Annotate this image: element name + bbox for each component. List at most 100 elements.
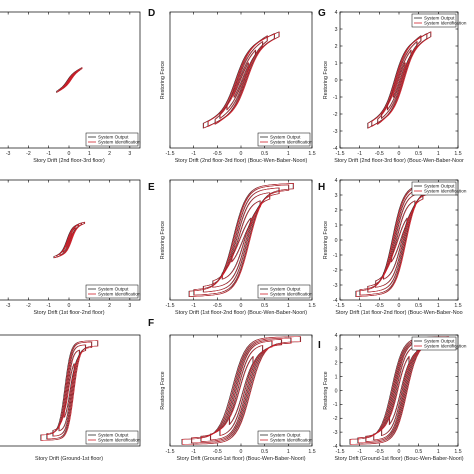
hysteresis-loop (201, 339, 283, 442)
x-tick-label: 0 (240, 151, 243, 157)
hysteresis-loop (56, 67, 83, 93)
x-axis-label: Story Drift (2nd floor-3rd floor) (Bouc-… (175, 158, 308, 164)
x-axis-label: Story Drift (1st floor-2nd floor) (Bouc-… (175, 310, 307, 316)
y-tick-label: 3 (335, 27, 338, 33)
series-system-identification (203, 31, 280, 129)
series-system-identification (367, 31, 432, 129)
hysteresis-loop (228, 355, 254, 426)
hysteresis-loop (356, 183, 444, 297)
y-tick-label: -3 (333, 283, 338, 289)
x-axis-label: Story Drift (1st floor-2nd floor) (Bouc-… (335, 310, 462, 316)
x-axis-label: Story Drift (2nd floor-3rd floor) (Bouc-… (334, 158, 464, 164)
hysteresis-loop (191, 337, 291, 444)
x-tick-label: 0 (398, 303, 401, 309)
hysteresis-loop (371, 33, 428, 127)
hysteresis-loop (202, 187, 280, 293)
axes-frame (339, 334, 459, 447)
panel-letter: E (148, 182, 155, 193)
y-tick-label: 1 (335, 61, 338, 67)
hysteresis-loop (182, 336, 302, 445)
y-tick-label: -4 (333, 146, 338, 152)
y-tick-label: -1 (333, 253, 338, 259)
y-axis-label: Restoring Force (160, 221, 166, 259)
hysteresis-loop (203, 187, 280, 293)
hysteresis-loop (358, 337, 442, 444)
y-tick-label: -4 (333, 298, 338, 304)
y-tick-label: 2 (335, 208, 338, 214)
x-axis-label: Story Drift (2nd floor-3rd floor) (33, 158, 105, 164)
x-tick-label: -1 (191, 151, 196, 157)
x-tick-label: 0.5 (261, 449, 268, 455)
panel-a: -3 -2 -1 0 1 2 3 Story Drift (2nd floor-3rd flo… (0, 11, 141, 164)
x-tick-label: -0.5 (375, 151, 384, 157)
legend-box (411, 336, 457, 351)
hysteresis-loop (355, 183, 443, 297)
y-tick-label: 4 (335, 10, 338, 16)
y-axis-label: Restoring Force (160, 61, 166, 99)
hysteresis-loop (188, 183, 294, 297)
hysteresis-loop (59, 349, 81, 432)
hysteresis-loop (365, 339, 434, 442)
axes-frame (0, 334, 141, 447)
legend-box (411, 13, 457, 28)
x-tick-label: -2 (26, 303, 31, 309)
y-axis-label: Restoring Force (323, 371, 329, 409)
x-tick-label: 0.5 (415, 303, 422, 309)
hysteresis-loop (193, 184, 289, 296)
x-tick-label: -1 (46, 303, 51, 309)
y-tick-label: 4 (335, 178, 338, 184)
x-tick-label: 2 (108, 303, 111, 309)
x-tick-label: -0.5 (213, 151, 222, 157)
y-tick-label: 2 (335, 44, 338, 50)
series-system-output (349, 336, 449, 445)
y-tick-label: 3 (335, 347, 338, 353)
x-tick-label: 3 (128, 151, 131, 157)
legend-label: System Output (98, 135, 129, 140)
hysteresis-loop (40, 340, 99, 441)
legend-label: System Output (424, 16, 455, 21)
hysteresis-loop (349, 336, 449, 445)
panel-letter: D (148, 8, 155, 19)
legend-label: System Identification (98, 438, 141, 443)
series-system-identification (54, 221, 86, 259)
x-tick-label: 0 (68, 151, 71, 157)
x-axis-label: Story Drift (Ground-1st floor) (Bouc-Wen… (334, 456, 463, 462)
hysteresis-loop (359, 184, 440, 296)
panel-c: Story Drift (Ground-1st floor) System Out… (0, 334, 141, 462)
legend-box (257, 284, 311, 299)
x-tick-label: 0 (398, 151, 401, 157)
hysteresis-loop (375, 192, 424, 288)
y-tick-label: -1 (333, 95, 338, 101)
x-tick-label: -1 (357, 449, 362, 455)
x-axis-label: Story Drift (Ground-1st floor) (Bouc-Wen… (176, 456, 305, 462)
legend-box (411, 181, 457, 196)
panel-letter: I (318, 340, 321, 351)
legend-label: System Identification (270, 292, 313, 297)
x-tick-label: 0 (398, 449, 401, 455)
legend-label: System Output (98, 287, 129, 292)
x-tick-label: -0.5 (375, 449, 384, 455)
y-tick-label: -2 (333, 112, 338, 118)
x-tick-label: 1.5 (454, 303, 461, 309)
y-tick-label: 2 (335, 361, 338, 367)
series-system-output (188, 183, 294, 297)
curves (367, 31, 432, 129)
x-tick-label: -0.5 (213, 303, 222, 309)
x-tick-label: -3 (6, 303, 11, 309)
x-tick-label: 1.5 (454, 449, 461, 455)
legend-box (85, 132, 139, 147)
hysteresis-loop (191, 337, 292, 444)
series-system-identification (40, 340, 99, 441)
legend-label: System Identification (270, 140, 313, 145)
x-tick-label: -1.5 (336, 449, 345, 455)
y-tick-label: -1 (333, 402, 338, 408)
y-axis-label: Restoring Force (323, 221, 329, 259)
